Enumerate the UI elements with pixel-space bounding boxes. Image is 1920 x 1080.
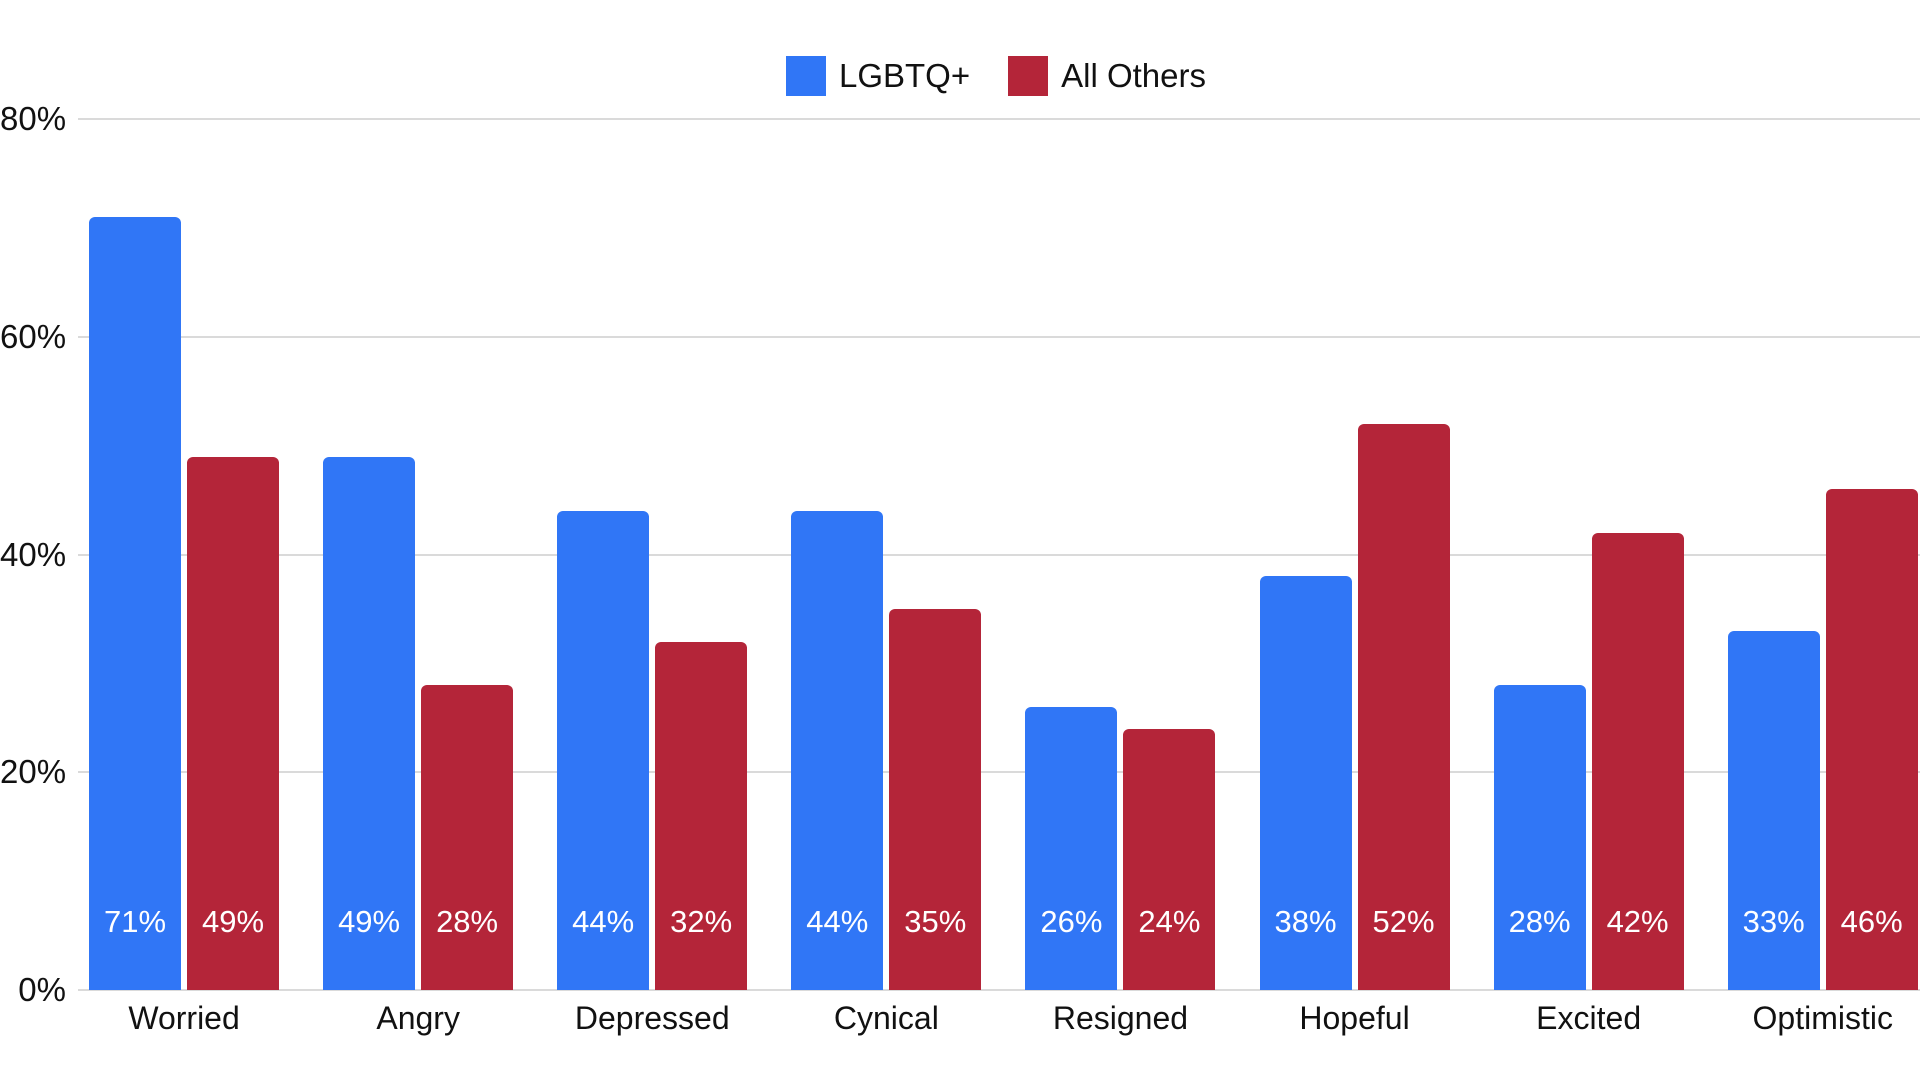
- bar-all-others-cynical: 35%: [889, 609, 982, 990]
- bar-value-label: 24%: [1138, 904, 1201, 939]
- bar-all-others-resigned: 24%: [1123, 729, 1216, 990]
- legend-label-lgbtq: LGBTQ+: [838, 57, 971, 94]
- bar-value-label: 46%: [1840, 904, 1903, 939]
- bar-value-label: 32%: [670, 904, 733, 939]
- legend-swatch-all-others-icon: [1008, 56, 1049, 96]
- bar-value-label: 49%: [201, 904, 265, 939]
- bar-group-optimistic: 33% 46%: [1706, 90, 1920, 990]
- x-category-label-cynical: Cynical: [833, 1000, 939, 1036]
- bar-lgbtq--worried: 71%: [89, 217, 181, 990]
- bar-lgbtq--angry: 49%: [323, 457, 416, 990]
- bar-lgbtq--optimistic: 33%: [1727, 631, 1820, 990]
- bar-value-label: 49%: [338, 904, 401, 939]
- x-category-label-excited: Excited: [1536, 1000, 1642, 1036]
- x-category-label-resigned: Resigned: [1052, 1000, 1189, 1036]
- legend-item-lgbtq: LGBTQ+: [785, 56, 971, 96]
- bar-value-label: 71%: [103, 904, 167, 939]
- legend-swatch-lgbtq-icon: [785, 56, 826, 96]
- x-category-label-hopeful: Hopeful: [1299, 1000, 1410, 1036]
- bar-group-resigned: 26% 24%: [1003, 90, 1237, 990]
- bar-value-label: 28%: [436, 904, 499, 939]
- bar-lgbtq--cynical: 44%: [791, 511, 884, 990]
- y-tick-label-60: 60%: [0, 317, 67, 355]
- bar-all-others-optimistic: 46%: [1825, 489, 1918, 990]
- bar-group-depressed: 44% 32%: [535, 90, 769, 990]
- bar-all-others-angry: 28%: [421, 685, 514, 990]
- bar-value-label: 38%: [1274, 904, 1337, 939]
- legend-label-all-others: All Others: [1061, 57, 1206, 94]
- bar-value-label: 44%: [572, 904, 635, 939]
- bar-group-hopeful: 38% 52%: [1238, 90, 1472, 990]
- y-tick-label-0: 0%: [18, 971, 66, 1008]
- bar-all-others-excited: 42%: [1591, 533, 1684, 990]
- grid-line-20: [78, 771, 1920, 774]
- bar-lgbtq--resigned: 26%: [1025, 707, 1118, 990]
- bar-value-label: 28%: [1508, 904, 1571, 939]
- x-category-label-depressed: Depressed: [574, 1000, 730, 1036]
- bar-group-angry: 49% 28%: [301, 90, 535, 990]
- y-tick-label-20: 20%: [0, 753, 67, 791]
- bar-lgbtq--excited: 28%: [1493, 685, 1586, 990]
- bar-group-cynical: 44% 35%: [769, 90, 1003, 990]
- bar-value-label: 42%: [1606, 904, 1669, 939]
- x-category-label-optimistic: Optimistic: [1752, 1000, 1893, 1036]
- legend: LGBTQ+ All Others: [72, 56, 1920, 96]
- bar-value-label: 52%: [1372, 904, 1435, 939]
- bar-group-worried: 71% 49%: [67, 90, 301, 990]
- x-category-label-angry: Angry: [376, 1000, 460, 1036]
- grid-line-80: [78, 118, 1920, 120]
- bar-group-excited: 28% 42%: [1472, 90, 1706, 990]
- grid-line-60: [78, 335, 1920, 338]
- bar-value-label: 33%: [1742, 904, 1805, 939]
- y-tick-label-80: 80%: [0, 100, 67, 137]
- bar-lgbtq--depressed: 44%: [557, 511, 650, 990]
- x-category-label-worried: Worried: [128, 1000, 240, 1036]
- bar-lgbtq--hopeful: 38%: [1259, 576, 1352, 990]
- bar-value-label: 35%: [904, 904, 967, 939]
- bar-value-label: 26%: [1040, 904, 1103, 939]
- legend-item-all-others: All Others: [1008, 56, 1206, 96]
- grid-line-40: [78, 553, 1920, 556]
- grid-line-0: [78, 989, 1920, 991]
- bar-all-others-hopeful: 52%: [1357, 424, 1450, 990]
- bar-all-others-depressed: 32%: [655, 642, 748, 990]
- y-tick-label-40: 40%: [0, 535, 67, 573]
- bar-value-label: 44%: [806, 904, 869, 939]
- bar-all-others-worried: 49%: [187, 457, 279, 990]
